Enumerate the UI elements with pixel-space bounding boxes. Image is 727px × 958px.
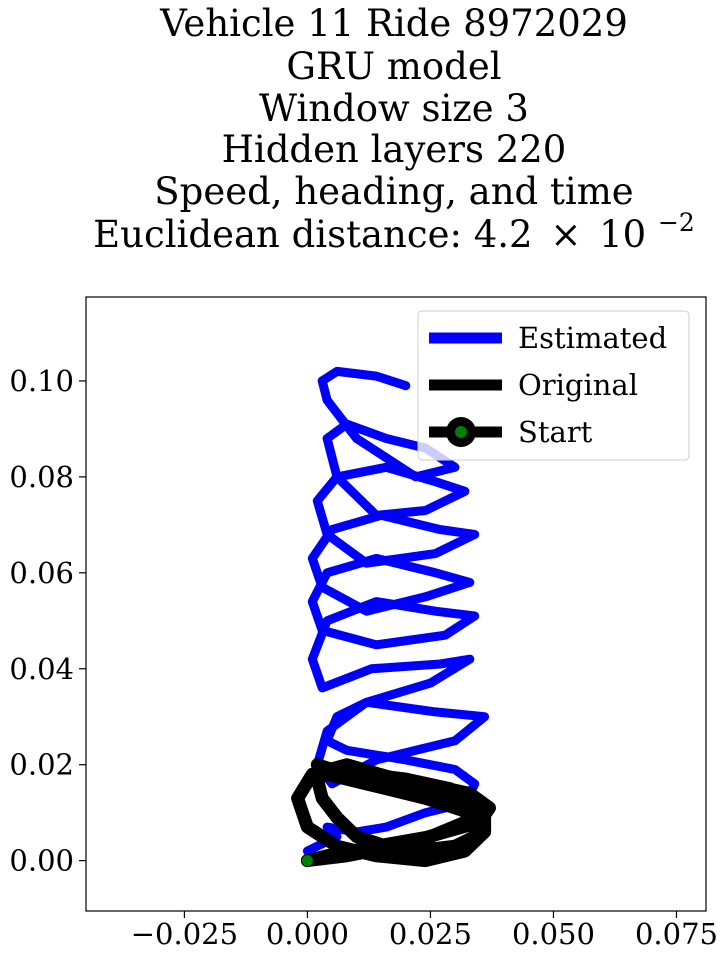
y-axis: 0.00 0.02 0.04 0.06 0.08 0.10	[9, 364, 86, 878]
series-line-original	[291, 758, 496, 868]
title-line-4: Hidden layers 220	[222, 128, 567, 171]
series-line-estimated	[302, 366, 490, 856]
x-tick-label: −0.025	[131, 917, 238, 951]
legend-start-marker-inner	[455, 426, 467, 438]
legend-label: Original	[518, 368, 638, 402]
y-tick-label: 0.06	[9, 556, 74, 590]
title-line-2: GRU model	[286, 45, 501, 88]
title-line-6: Euclidean distance: 4.2 × 10 −2	[93, 208, 695, 256]
y-tick-label: 0.00	[9, 844, 74, 878]
plot-area	[291, 366, 496, 868]
title-distance-exponent: −2	[658, 208, 695, 237]
legend: Estimated Original Start	[417, 310, 690, 461]
title-line-3: Window size 3	[259, 87, 529, 130]
legend-label: Estimated	[518, 321, 667, 355]
title-line-1: Vehicle 11 Ride 8972029	[159, 2, 628, 45]
x-tick-label: 0.050	[512, 917, 595, 951]
y-tick-label: 0.04	[9, 652, 74, 686]
start-point-marker	[300, 854, 314, 868]
plot-frame	[85, 296, 707, 912]
x-tick-label: 0.075	[635, 917, 718, 951]
title-distance-base: 10	[599, 213, 646, 256]
legend-label: Start	[518, 415, 593, 449]
x-tick-label: 0.025	[389, 917, 472, 951]
x-tick-label: 0.000	[266, 917, 349, 951]
y-tick-label: 0.10	[9, 364, 74, 398]
title-distance-times: ×	[550, 213, 581, 256]
y-tick-label: 0.08	[9, 460, 74, 494]
chart-title: Vehicle 11 Ride 8972029 GRU model Window…	[93, 2, 695, 256]
title-distance-prefix: Euclidean distance: 4.2	[93, 213, 532, 256]
x-axis: −0.025 0.000 0.025 0.050 0.075	[131, 911, 718, 951]
y-tick-label: 0.02	[9, 748, 74, 782]
legend-box	[417, 310, 690, 461]
title-line-5: Speed, heading, and time	[154, 170, 633, 213]
